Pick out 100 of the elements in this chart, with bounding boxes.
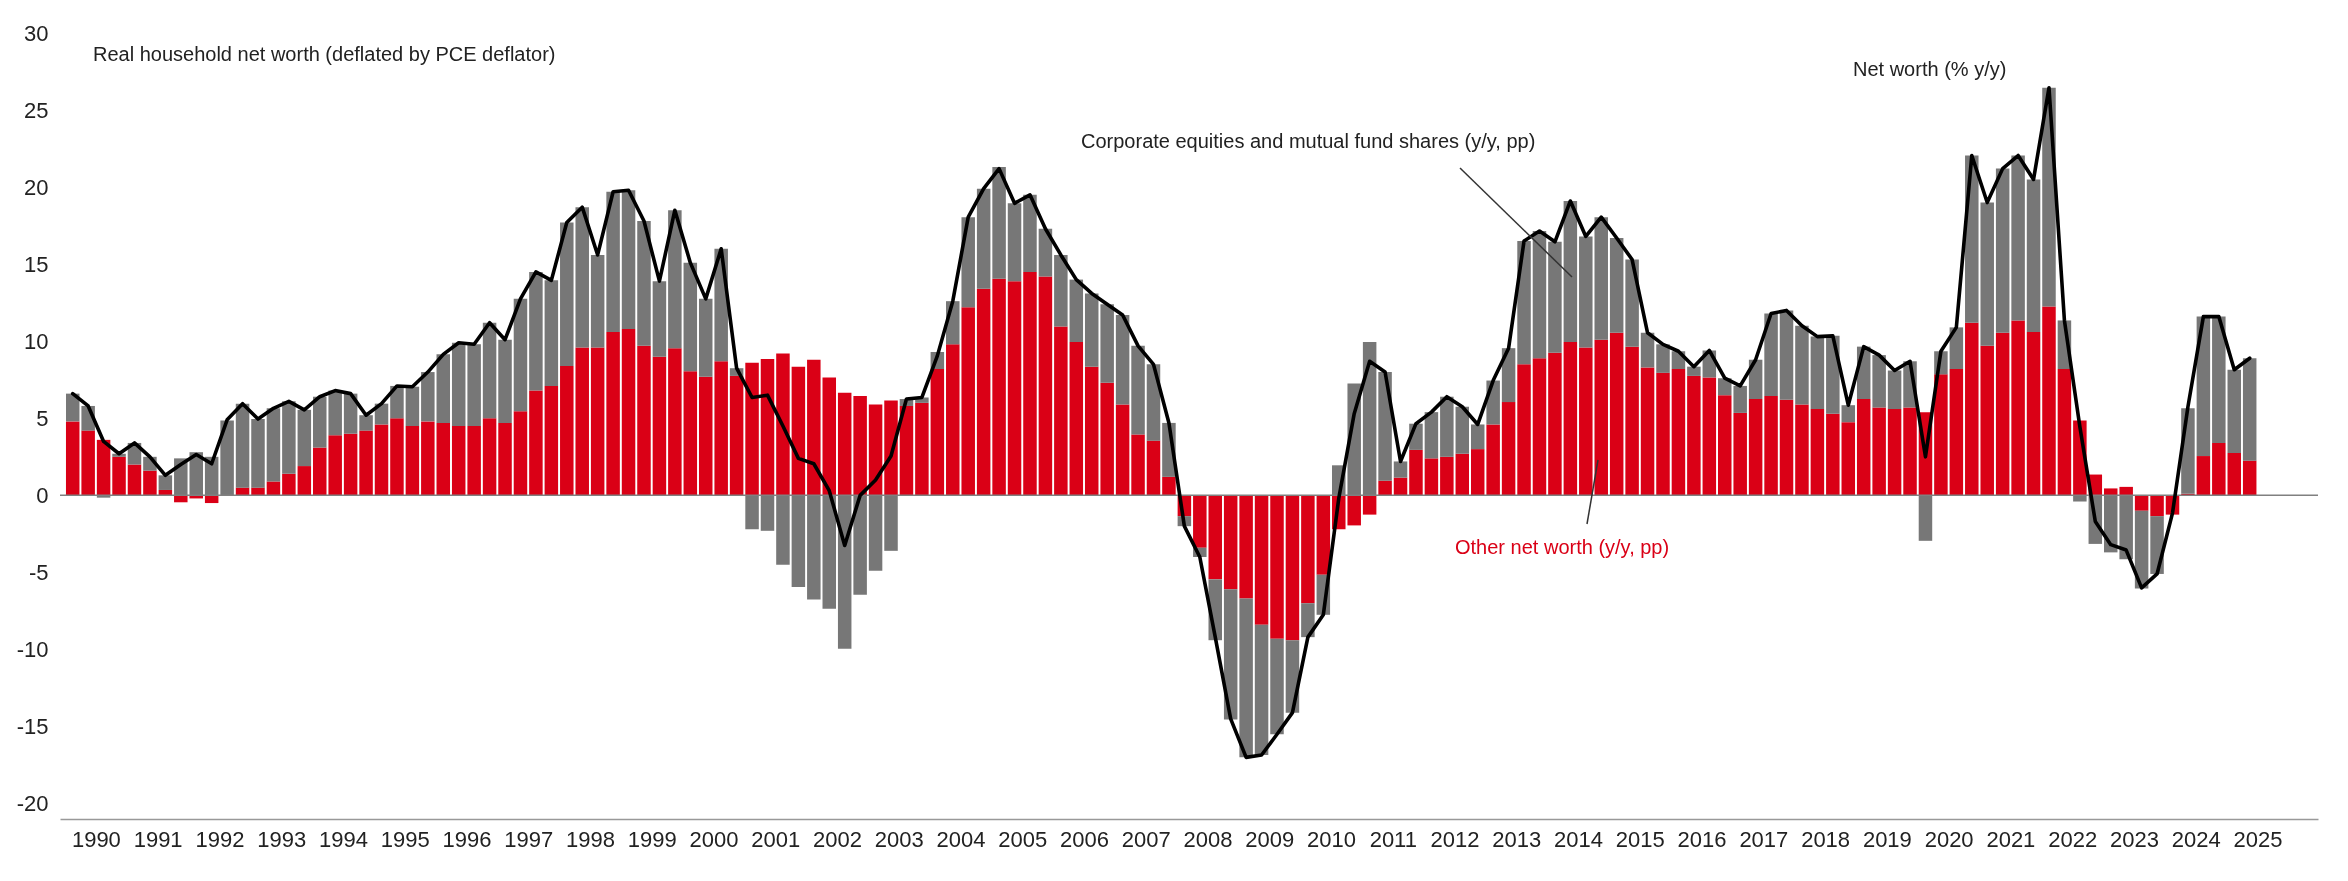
bar xyxy=(1563,342,1578,496)
bar xyxy=(421,421,435,496)
x-tick-label: 2014 xyxy=(1554,826,1604,852)
bar xyxy=(1640,367,1655,496)
bar xyxy=(807,359,821,496)
bar xyxy=(1316,495,1331,575)
bar xyxy=(791,366,806,496)
x-tick-label: 2012 xyxy=(1430,826,1480,852)
bar xyxy=(1239,598,1253,758)
bar xyxy=(776,353,790,496)
bar xyxy=(2212,316,2226,443)
bar xyxy=(1115,315,1130,405)
bar xyxy=(127,464,142,496)
bar xyxy=(1887,370,1902,410)
bar xyxy=(2242,460,2257,496)
bar xyxy=(451,426,466,496)
bar xyxy=(1455,453,1470,496)
bar xyxy=(2242,358,2257,461)
bar xyxy=(1084,293,1099,367)
bar xyxy=(359,415,373,431)
x-tick-label: 1993 xyxy=(257,826,307,852)
bar xyxy=(266,408,281,482)
x-tick-label: 2022 xyxy=(2048,826,2098,852)
bar xyxy=(1023,271,1037,496)
bar xyxy=(652,281,667,357)
y-tick-label: 10 xyxy=(24,328,49,354)
bar xyxy=(621,328,636,496)
bar xyxy=(544,280,559,386)
x-tick-label: 2018 xyxy=(1801,826,1851,852)
bar xyxy=(992,278,1006,496)
bar xyxy=(81,430,95,496)
bar xyxy=(1270,495,1284,639)
bar xyxy=(698,376,713,496)
bar xyxy=(1285,495,1300,641)
bar xyxy=(1779,399,1794,496)
bar xyxy=(1656,344,1670,373)
x-tick-label: 2013 xyxy=(1492,826,1542,852)
x-tick-label: 2021 xyxy=(1986,826,2036,852)
bar xyxy=(1239,495,1253,599)
bar xyxy=(251,487,265,496)
bar xyxy=(1517,364,1531,496)
bar xyxy=(1841,405,1856,423)
bar xyxy=(1764,395,1778,496)
bar xyxy=(1162,476,1176,496)
bar xyxy=(374,424,389,496)
bar xyxy=(1903,407,1917,496)
bar xyxy=(1301,603,1315,638)
bar xyxy=(822,377,837,496)
bar xyxy=(2057,368,2072,496)
bar xyxy=(1795,404,1809,496)
bar xyxy=(1054,254,1068,327)
bar xyxy=(1440,396,1454,457)
bar xyxy=(1131,345,1145,435)
bar xyxy=(714,361,728,496)
bar xyxy=(143,470,157,496)
bar xyxy=(606,331,620,496)
bar xyxy=(2026,179,2041,332)
bar xyxy=(1779,310,1794,400)
bar xyxy=(467,426,481,496)
bar xyxy=(1470,449,1485,496)
bar xyxy=(1995,168,2010,333)
bar xyxy=(2227,369,2242,453)
bar xyxy=(1301,495,1315,604)
bar xyxy=(1810,336,1825,410)
y-tick-label: 0 xyxy=(36,482,49,508)
bar xyxy=(621,190,636,329)
bar xyxy=(1455,406,1470,454)
y-tick-label: -5 xyxy=(28,559,49,585)
bar xyxy=(729,375,744,496)
bar xyxy=(1625,259,1639,347)
bar xyxy=(1115,404,1130,496)
y-tick-label: -20 xyxy=(16,791,49,817)
bar xyxy=(282,473,296,496)
bar xyxy=(1532,231,1547,359)
bar xyxy=(1702,377,1717,496)
y-tick-label: 5 xyxy=(36,405,49,431)
x-tick-label: 2015 xyxy=(1615,826,1665,852)
bar xyxy=(590,347,605,496)
bar xyxy=(235,403,250,488)
bar xyxy=(1748,399,1763,496)
bar xyxy=(2212,442,2226,496)
x-tick-label: 1990 xyxy=(71,826,121,852)
x-tick-label: 2024 xyxy=(2171,826,2221,852)
line-series xyxy=(70,85,2252,760)
bar xyxy=(1254,624,1269,756)
bar xyxy=(2227,452,2242,496)
x-tick-label: 1995 xyxy=(380,826,430,852)
bar xyxy=(1841,422,1856,496)
x-tick-label: 2001 xyxy=(751,826,801,852)
bar xyxy=(915,402,929,496)
bar xyxy=(1501,402,1516,496)
bar xyxy=(652,356,667,496)
bar xyxy=(436,354,451,423)
x-tick-label: 2020 xyxy=(1924,826,1974,852)
bar xyxy=(1054,326,1068,496)
bar xyxy=(899,405,914,496)
bar xyxy=(112,456,126,496)
x-tick-label: 2005 xyxy=(998,826,1048,852)
bar xyxy=(1146,440,1161,496)
y-tick-label: -15 xyxy=(16,714,49,740)
